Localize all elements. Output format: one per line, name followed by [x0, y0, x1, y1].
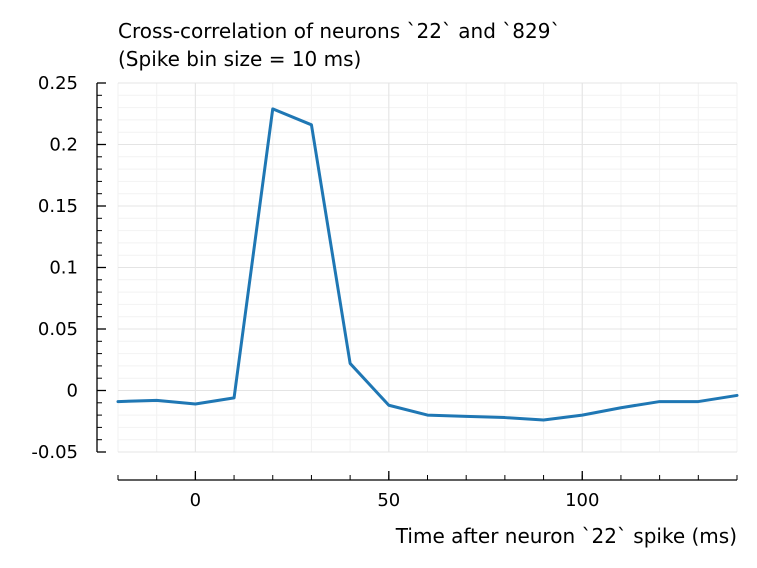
series-layer — [116, 107, 739, 422]
series-line — [116, 107, 739, 422]
chart-title-line-2: (Spike bin size = 10 ms) — [118, 47, 361, 71]
x-axis: 0 50 100 — [117, 471, 738, 511]
y-tick-label: 0.25 — [38, 73, 78, 94]
y-tick-label: 0.15 — [38, 196, 78, 217]
major-grid — [118, 82, 737, 453]
y-tick-label: 0.2 — [49, 135, 78, 156]
x-tick-label: 0 — [190, 490, 201, 511]
x-tick-label: 100 — [565, 490, 599, 511]
x-tick-label: 50 — [377, 490, 400, 511]
y-tick-label: 0.05 — [38, 319, 78, 340]
y-axis: -0.05 0 0.05 0.1 0.15 0.2 0.25 — [31, 73, 106, 463]
x-axis-label: Time after neuron `22` spike (ms) — [395, 524, 737, 548]
y-tick-label: -0.05 — [31, 442, 78, 463]
y-tick-label: 0 — [67, 381, 78, 402]
y-tick-label: 0.1 — [49, 258, 78, 279]
chart-title-line-1: Cross-correlation of neurons `22` and `8… — [118, 19, 560, 43]
